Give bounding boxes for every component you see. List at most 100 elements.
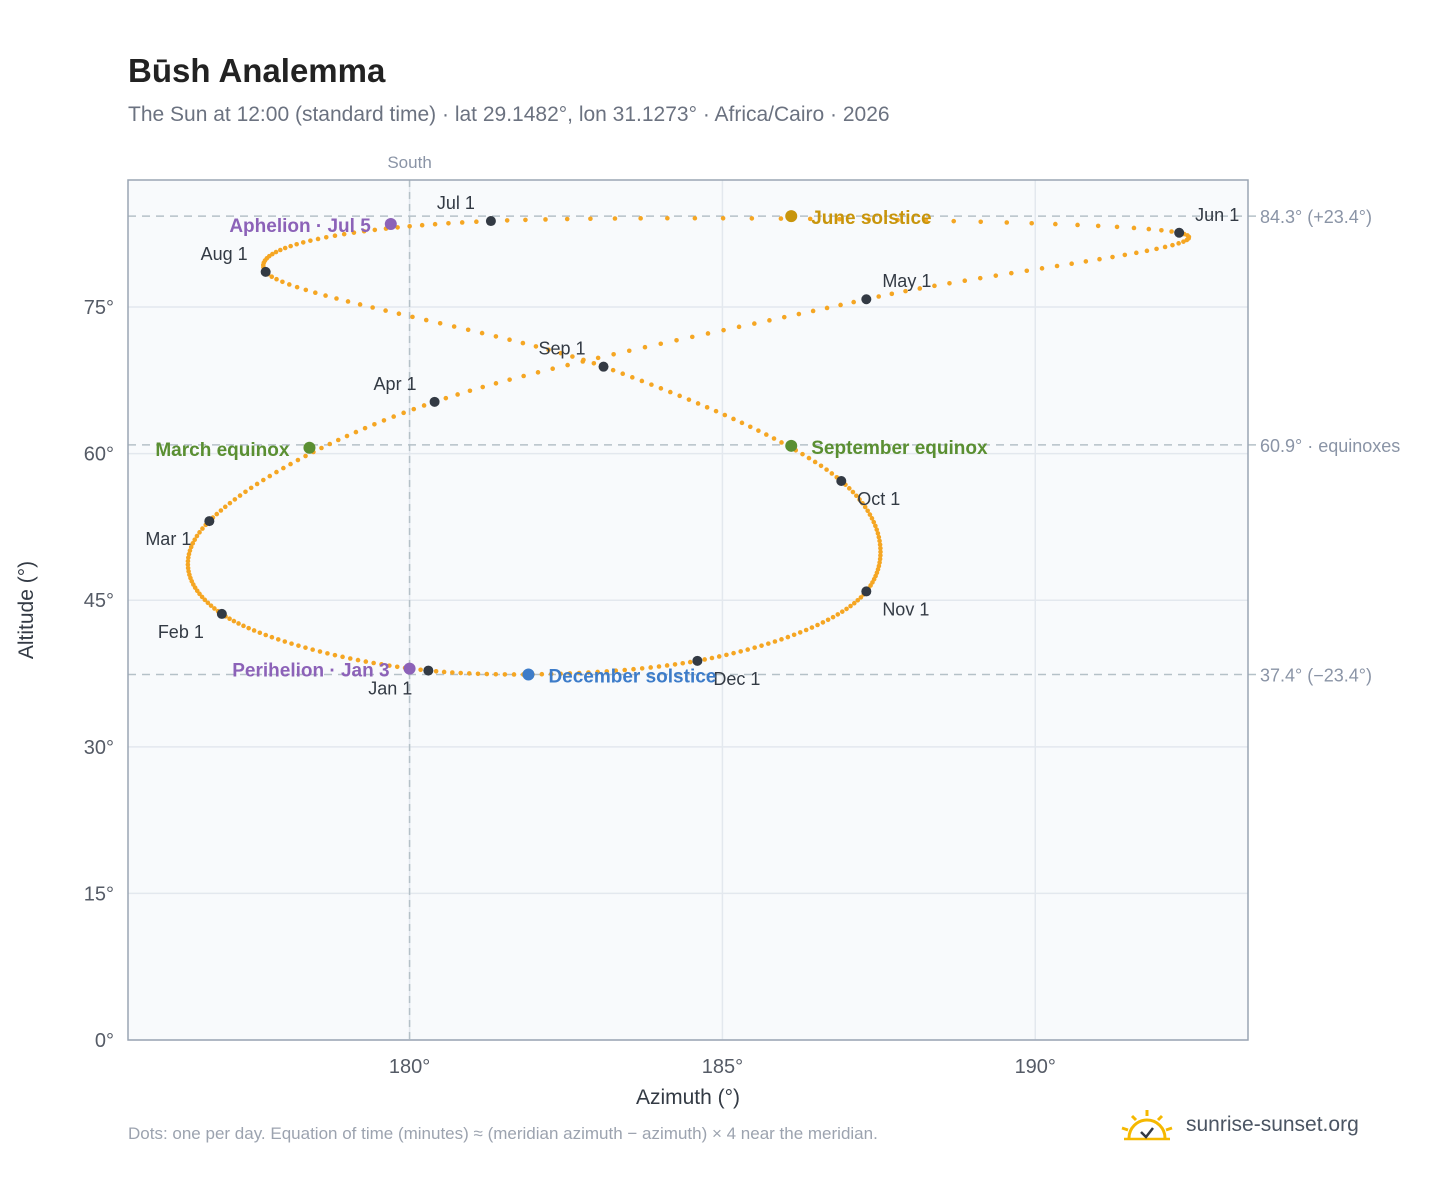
daily-dot (303, 645, 308, 650)
daily-dot (862, 504, 868, 510)
daily-dot (1029, 220, 1034, 226)
daily-dot (248, 485, 254, 491)
month-marker (429, 396, 440, 407)
daily-dot (686, 397, 692, 402)
daily-dot (812, 459, 818, 465)
daily-dot (588, 216, 593, 222)
daily-dot (586, 670, 591, 675)
daily-dot (658, 341, 664, 347)
month-label: Nov 1 (882, 599, 929, 619)
daily-dot (467, 388, 473, 394)
daily-dot (860, 500, 865, 506)
daily-dot (709, 655, 715, 661)
daily-dot (243, 489, 248, 495)
daily-dot (877, 560, 882, 565)
plot-frame (127, 179, 1249, 1041)
x-tick-label: 190° (1015, 1056, 1056, 1078)
month-marker (204, 516, 215, 527)
daily-dot (280, 279, 285, 285)
daily-dot (1169, 229, 1174, 234)
daily-dot (923, 218, 929, 223)
daily-dot (838, 302, 843, 308)
daily-dot (866, 217, 871, 222)
daily-dot (433, 669, 439, 674)
daily-dot (595, 669, 600, 675)
daily-dot (674, 337, 679, 343)
daily-dot (288, 461, 293, 467)
daily-dot (274, 469, 279, 475)
daily-dot (731, 416, 736, 422)
month-marker (836, 476, 847, 486)
daily-dot (851, 299, 856, 305)
daily-dot (387, 663, 392, 668)
daily-dot (767, 318, 772, 323)
daily-dot (395, 225, 400, 230)
daily-dot (779, 440, 784, 445)
daily-dot (455, 392, 460, 397)
daily-dot (208, 603, 214, 608)
daily-dot (294, 284, 300, 290)
month-marker (861, 586, 872, 597)
daily-dot (535, 370, 541, 375)
daily-dot (1122, 252, 1128, 258)
daily-dot (829, 471, 835, 476)
daily-dot (451, 324, 457, 329)
daily-dot (548, 671, 554, 677)
daily-dot (410, 314, 415, 320)
daily-dot (576, 670, 582, 676)
daily-dot (951, 218, 957, 224)
daily-dot (507, 377, 512, 382)
event-marker (303, 441, 316, 454)
daily-dot (1159, 227, 1164, 233)
daily-dot (626, 348, 632, 354)
daily-dot (267, 473, 273, 479)
daily-dot (288, 243, 293, 249)
daily-dot (610, 367, 616, 373)
daily-dot (878, 545, 883, 551)
daily-dot (246, 625, 251, 631)
event-marker (522, 668, 535, 681)
daily-dot (319, 445, 324, 451)
x-axis-title: Azimuth (°) (636, 1086, 740, 1109)
y-tick-label: 30° (84, 737, 114, 759)
event-marker (384, 217, 397, 230)
daily-dot (752, 321, 757, 326)
daily-dot (877, 538, 882, 544)
daily-dot (778, 216, 784, 221)
daily-dot (303, 453, 308, 459)
daily-dot (876, 294, 882, 299)
daily-dot (702, 657, 707, 662)
footnote: Dots: one per day. Equation of time (min… (128, 1124, 878, 1143)
daily-dot (658, 386, 664, 391)
daily-dot (570, 354, 575, 359)
daily-dot (332, 652, 338, 658)
brand-logo[interactable]: sunrise-sunset.org (1120, 1103, 1359, 1147)
daily-dot (668, 389, 673, 395)
daily-dot (222, 504, 228, 510)
daily-dot (835, 612, 841, 617)
daily-dot (595, 355, 601, 361)
daily-dot (844, 606, 849, 612)
daily-dot (362, 425, 368, 431)
month-label: Sep 1 (538, 339, 585, 359)
daily-dot (232, 497, 238, 502)
daily-dot (612, 216, 618, 221)
daily-dot (622, 667, 628, 673)
daily-dot (289, 641, 294, 646)
axes: South 84.3° (+23.4°) 60.9° · equinoxes 37.4… (15, 153, 1400, 1109)
daily-dot (962, 278, 968, 283)
daily-dot (558, 350, 564, 356)
event-label: March equinox (155, 440, 290, 461)
daily-dot (604, 669, 610, 674)
daily-dot (355, 657, 361, 663)
daily-dot (317, 649, 323, 654)
daily-dot (212, 606, 217, 611)
event-marker (403, 662, 416, 675)
daily-dot (764, 432, 769, 437)
chart-title: Būsh Analemma (128, 52, 386, 89)
grid-lines (128, 180, 1248, 1041)
month-markers: Jan 1 Feb 1 Mar 1 Apr 1 May 1 Jun 1 Jul 1 Aug 1… (145, 193, 1239, 699)
daily-dot (296, 643, 301, 648)
daily-dot (423, 317, 429, 323)
daily-dot (371, 660, 376, 666)
